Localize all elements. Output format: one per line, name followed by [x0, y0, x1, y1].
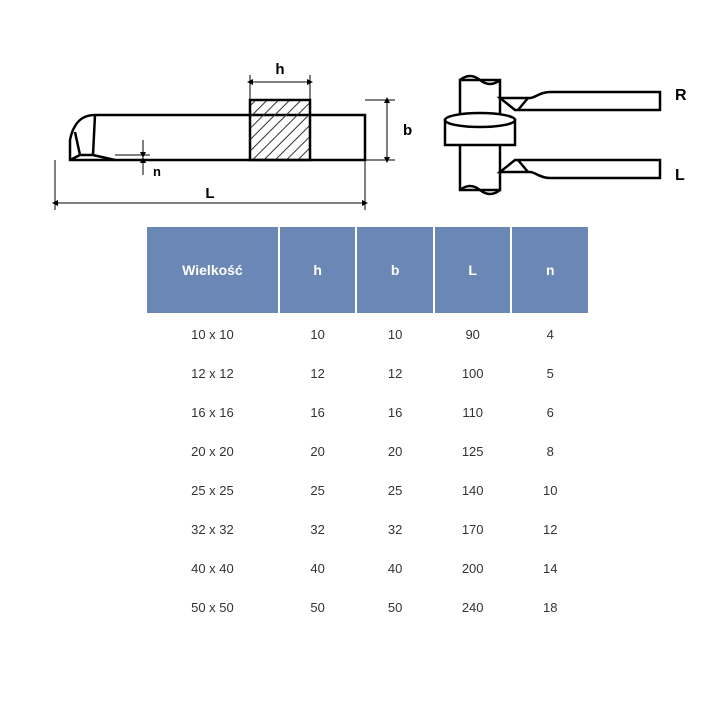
- table-cell: 12: [279, 354, 357, 393]
- table-cell: 8: [511, 432, 589, 471]
- table-cell: 50 x 50: [146, 588, 279, 627]
- table-row: 40 x 40404020014: [146, 549, 589, 588]
- table-cell: 20: [356, 432, 434, 471]
- table-cell: 50: [279, 588, 357, 627]
- col-header-size: Wielkość: [146, 226, 279, 314]
- table-cell: 200: [434, 549, 512, 588]
- table-cell: 90: [434, 314, 512, 354]
- dim-b-label: b: [403, 122, 412, 139]
- col-header-n: n: [511, 226, 589, 314]
- table-cell: 18: [511, 588, 589, 627]
- table-cell: 32: [279, 510, 357, 549]
- table-cell: 10 x 10: [146, 314, 279, 354]
- table-cell: 100: [434, 354, 512, 393]
- table-cell: 170: [434, 510, 512, 549]
- table-cell: 40: [356, 549, 434, 588]
- table-row: 50 x 50505024018: [146, 588, 589, 627]
- table-row: 32 x 32323217012: [146, 510, 589, 549]
- dim-h-label: h: [275, 61, 284, 78]
- table-cell: 140: [434, 471, 512, 510]
- table-cell: 5: [511, 354, 589, 393]
- table-cell: 6: [511, 393, 589, 432]
- dim-n-label: n: [153, 164, 161, 179]
- technical-diagram: h b n L: [35, 60, 690, 225]
- dim-L-label: L: [205, 185, 214, 202]
- table-cell: 4: [511, 314, 589, 354]
- table-row: 25 x 25252514010: [146, 471, 589, 510]
- table-cell: 25: [279, 471, 357, 510]
- table-row: 12 x 1212121005: [146, 354, 589, 393]
- col-header-h: h: [279, 226, 357, 314]
- table-cell: 110: [434, 393, 512, 432]
- table-cell: 10: [511, 471, 589, 510]
- side-R-label: R: [675, 87, 687, 104]
- table-cell: 20 x 20: [146, 432, 279, 471]
- table-cell: 40: [279, 549, 357, 588]
- table-cell: 16 x 16: [146, 393, 279, 432]
- table-cell: 40 x 40: [146, 549, 279, 588]
- table-cell: 12 x 12: [146, 354, 279, 393]
- table-cell: 14: [511, 549, 589, 588]
- table-header-row: Wielkość h b L n: [146, 226, 589, 314]
- table-row: 16 x 1616161106: [146, 393, 589, 432]
- dimensions-table: Wielkość h b L n 10 x 10101090412 x 1212…: [145, 225, 590, 627]
- table-cell: 32 x 32: [146, 510, 279, 549]
- table-cell: 16: [356, 393, 434, 432]
- col-header-b: b: [356, 226, 434, 314]
- page: h b n L: [0, 0, 724, 724]
- table-cell: 50: [356, 588, 434, 627]
- table-cell: 20: [279, 432, 357, 471]
- table-cell: 25 x 25: [146, 471, 279, 510]
- side-L-label: L: [675, 167, 685, 184]
- table-cell: 10: [356, 314, 434, 354]
- table-cell: 10: [279, 314, 357, 354]
- table-cell: 12: [511, 510, 589, 549]
- table-cell: 32: [356, 510, 434, 549]
- table-cell: 25: [356, 471, 434, 510]
- table-row: 10 x 101010904: [146, 314, 589, 354]
- table-cell: 125: [434, 432, 512, 471]
- table-cell: 12: [356, 354, 434, 393]
- table-cell: 240: [434, 588, 512, 627]
- table-row: 20 x 2020201258: [146, 432, 589, 471]
- col-header-L: L: [434, 226, 512, 314]
- table-cell: 16: [279, 393, 357, 432]
